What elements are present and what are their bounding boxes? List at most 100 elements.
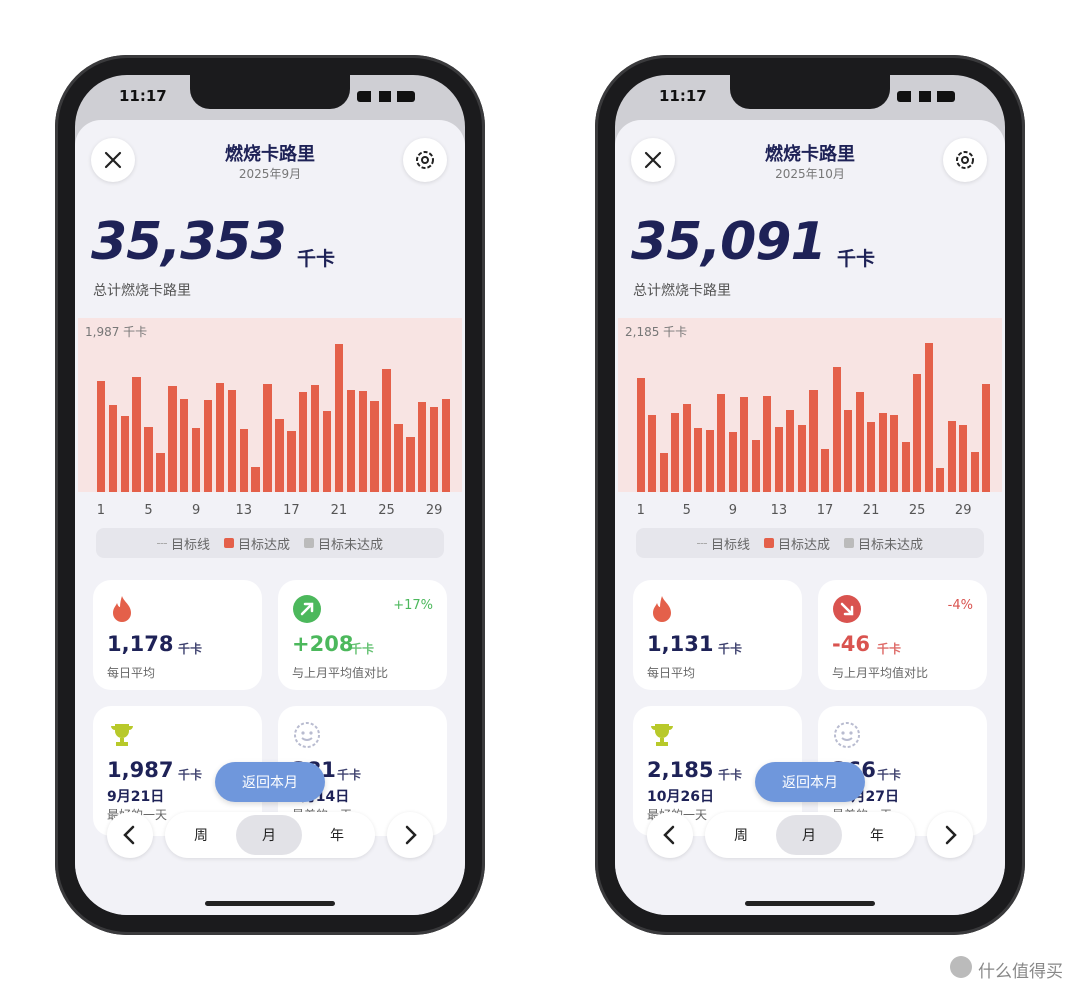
- period-tab[interactable]: 周: [734, 828, 748, 844]
- title: 燃烧卡路里: [765, 144, 855, 165]
- card-value: -46: [832, 632, 870, 656]
- x-tick-label: 1: [96, 503, 106, 518]
- card-badge: +17%: [393, 598, 433, 613]
- bar: [820, 448, 830, 492]
- card-unit: 千卡: [877, 642, 902, 656]
- bar: [358, 390, 367, 492]
- bar: [936, 467, 945, 492]
- bar: [191, 427, 201, 492]
- total-unit: 千卡: [297, 248, 336, 270]
- legend-item: 目标线: [156, 534, 210, 553]
- legend-swatch: [156, 542, 167, 544]
- period-tab[interactable]: 月: [236, 815, 302, 855]
- x-tick-label: 17: [816, 503, 834, 518]
- period-tab[interactable]: 周: [194, 828, 208, 844]
- legend: 目标线 目标达成 目标未达成: [96, 528, 444, 558]
- settings-button[interactable]: [943, 138, 987, 182]
- phone-frame: 11:17 燃烧卡路里 2025年9月 35,353 千卡 总计燃烧卡路里 1,987 千卡…: [55, 55, 485, 935]
- legend-item: 目标达成: [763, 534, 830, 553]
- sheet: 燃烧卡路里 2025年9月 35,353 千卡 总计燃烧卡路里 1,987 千卡 1 5 9 13…: [75, 120, 465, 915]
- bar: [418, 401, 427, 492]
- total-value: 35,353: [91, 212, 287, 272]
- bar: [346, 389, 355, 492]
- max-label: 2,185 千卡: [625, 325, 688, 339]
- back-button[interactable]: 返回本月: [755, 762, 865, 802]
- home-indicator: [745, 901, 875, 906]
- status-time: 11:17: [119, 87, 167, 105]
- phone-frame: 11:17 燃烧卡路里 2025年10月 35,091 千卡 总计燃烧卡路里 2,185 千…: [595, 55, 1025, 935]
- bar: [227, 389, 236, 492]
- x-tick-label: 13: [770, 503, 788, 518]
- card-label: 与上月平均值对比: [292, 666, 389, 680]
- card-label: 每日平均: [647, 666, 696, 680]
- status-icons: [357, 91, 415, 102]
- bar: [751, 439, 760, 492]
- total-label: 总计燃烧卡路里: [93, 283, 191, 299]
- notch: [730, 75, 890, 109]
- status-time: 11:17: [659, 87, 707, 105]
- close-button[interactable]: [91, 138, 135, 182]
- x-tick-label: 29: [954, 503, 972, 518]
- legend-item: 目标未达成: [844, 534, 923, 553]
- legend-label: 目标未达成: [318, 537, 384, 553]
- card-unit: 千卡: [337, 768, 362, 782]
- legend-label: 目标达成: [777, 537, 830, 553]
- x-tick-label: 29: [425, 503, 443, 518]
- bar: [132, 376, 141, 492]
- next-button[interactable]: [927, 812, 973, 858]
- period-tab[interactable]: 年: [330, 828, 344, 844]
- bar: [394, 423, 403, 492]
- bar: [970, 451, 979, 492]
- notch: [190, 75, 350, 109]
- bar: [636, 377, 645, 492]
- x-tick-label: 9: [192, 503, 201, 518]
- x-tick-label: 5: [682, 503, 691, 518]
- bar: [867, 421, 876, 492]
- card-icon: [647, 594, 677, 624]
- card-date: 10月26日: [647, 789, 714, 805]
- x-tick-label: 25: [378, 503, 395, 518]
- max-label: 1,987 千卡: [85, 325, 148, 339]
- sheet: 燃烧卡路里 2025年10月 35,091 千卡 总计燃烧卡路里 2,185 千卡 1 5 9 1…: [615, 120, 1005, 915]
- bar: [144, 427, 153, 492]
- bar: [694, 427, 703, 492]
- card-unit: 千卡: [877, 768, 902, 782]
- card-icon: [647, 720, 677, 750]
- bar: [890, 414, 899, 492]
- period-tabs: 周月年: [705, 812, 915, 858]
- next-button[interactable]: [387, 812, 433, 858]
- card-icon: [107, 720, 137, 750]
- x-tick-label: 5: [144, 503, 153, 518]
- legend-label: 目标线: [710, 537, 750, 553]
- total-value: 35,091: [631, 212, 827, 272]
- bar: [406, 436, 415, 492]
- watermark: 什么值得买: [978, 962, 1063, 982]
- bar: [763, 395, 772, 492]
- x-tick-label: 9: [728, 503, 738, 518]
- bar: [215, 382, 225, 492]
- prev-button[interactable]: [647, 812, 693, 858]
- card-value: +208: [292, 632, 354, 656]
- settings-button[interactable]: [403, 138, 447, 182]
- bar: [878, 412, 887, 492]
- home-indicator: [205, 901, 335, 906]
- prev-button[interactable]: [107, 812, 153, 858]
- x-tick-label: 25: [908, 503, 926, 518]
- period-tab[interactable]: 月: [776, 815, 842, 855]
- bar: [728, 431, 737, 492]
- back-button[interactable]: 返回本月: [215, 762, 325, 802]
- card-value: 1,178: [107, 632, 174, 656]
- bar: [370, 400, 379, 492]
- watermark-logo: [950, 956, 972, 978]
- bar: [832, 366, 841, 492]
- bar: [180, 398, 189, 492]
- status-icons: [897, 91, 955, 102]
- period-tab[interactable]: 年: [870, 828, 884, 844]
- bar: [901, 441, 910, 492]
- bar: [168, 385, 177, 492]
- bar: [717, 393, 726, 492]
- close-button[interactable]: [631, 138, 675, 182]
- bar: [156, 452, 165, 492]
- bar: [275, 418, 284, 492]
